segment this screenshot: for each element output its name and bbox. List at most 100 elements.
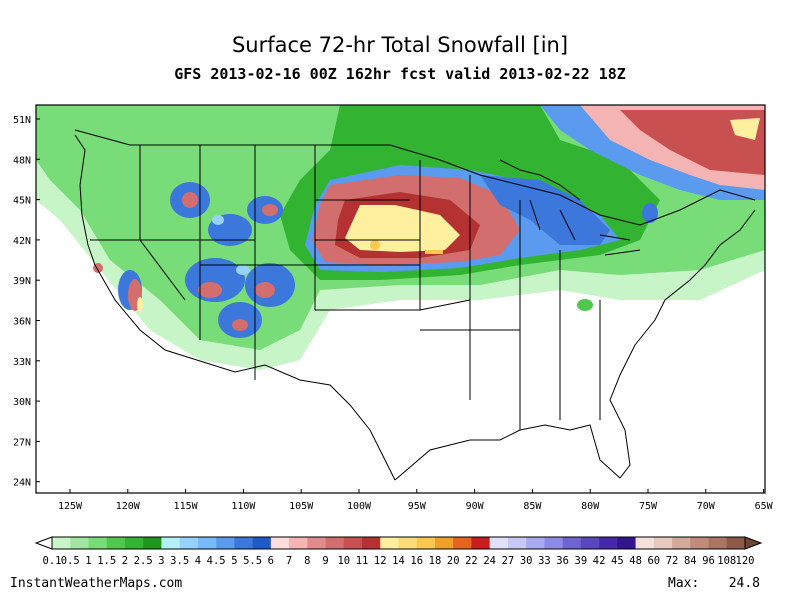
colorbar-swatch <box>672 537 691 549</box>
lat-label: 27N <box>13 437 31 448</box>
colorbar-swatch <box>234 537 253 549</box>
colorbar-swatch <box>143 537 162 549</box>
colorbar-outline <box>51 536 746 550</box>
colorbar-label: 10 <box>337 555 350 567</box>
colorbar-label: 9 <box>322 555 328 567</box>
colorbar-label: 1 <box>85 555 91 567</box>
colorbar-label: 72 <box>666 555 679 567</box>
colorbar-label: 1.5 <box>97 555 116 567</box>
colorbar-swatch <box>88 537 108 549</box>
max-label: Max: <box>668 576 699 591</box>
colorbar-swatch <box>197 537 217 549</box>
colorbar-swatch <box>398 537 418 549</box>
colorbar-swatch <box>179 537 199 549</box>
colorbar-label: 5.5 <box>243 555 262 567</box>
colorbar-label: 27 <box>502 555 515 567</box>
lon-label: 80W <box>581 501 600 512</box>
lat-label: 48N <box>13 155 31 166</box>
colorbar-swatch <box>471 537 490 549</box>
colorbar-label: 11 <box>356 555 369 567</box>
lat-label: 42N <box>13 236 31 247</box>
subtitle: GFS 2013-02-16 00Z 162hr fcst valid 2013… <box>174 65 626 83</box>
colorbar-swatch <box>599 537 618 549</box>
colorbar-label: 3 <box>158 555 164 567</box>
site-credit: InstantWeatherMaps.com <box>10 576 182 591</box>
colorbar-label: 120 <box>736 555 755 567</box>
colorbar-swatch <box>124 537 144 549</box>
colorbar-swatch <box>690 537 709 549</box>
colorbar-swatch <box>562 537 582 549</box>
lat-label: 30N <box>13 397 31 408</box>
lon-label: 75W <box>639 501 658 512</box>
colorbar-label: 12 <box>374 555 387 567</box>
colorbar-swatch <box>580 537 600 549</box>
colorbar-label: 8 <box>304 555 310 567</box>
lon-labels: 125W 120W 115W 110W 105W 100W 95W 90W 85W 80W 75W 7… <box>58 489 774 512</box>
borders <box>74 129 756 481</box>
lon-label: 70W <box>697 501 716 512</box>
lat-label: 36N <box>13 317 31 328</box>
colorbar-swatch <box>380 537 399 549</box>
colorbar-swatch <box>106 537 126 549</box>
colorbar-label: 36 <box>556 555 569 567</box>
lat-label: 51N <box>13 115 31 126</box>
lon-label: 85W <box>523 501 542 512</box>
colorbar-swatch <box>252 537 272 549</box>
colorbar-label: 14 <box>392 555 405 567</box>
colorbar-swatch <box>270 537 290 549</box>
max-value: 24.8 <box>729 576 760 591</box>
colorbar-swatch <box>362 537 381 549</box>
colorbar-label: 0.5 <box>61 555 80 567</box>
colorbar-label: 60 <box>647 555 660 567</box>
lat-label: 33N <box>13 357 31 368</box>
lon-label: 100W <box>347 501 372 512</box>
colorbar-swatch <box>161 537 180 549</box>
colorbar-label: 20 <box>447 555 460 567</box>
colorbar-label: 108 <box>717 555 736 567</box>
colorbar-label: 45 <box>611 555 624 567</box>
colorbar-label: 33 <box>538 555 551 567</box>
colorbar-label: 42 <box>593 555 606 567</box>
lon-label: 105W <box>289 501 314 512</box>
colorbar-swatch <box>307 537 326 549</box>
colorbar-label: 4 <box>195 555 201 567</box>
colorbar-label: 48 <box>629 555 642 567</box>
lon-label: 120W <box>116 501 141 512</box>
colorbar-label: 16 <box>410 555 423 567</box>
colorbar-label: 96 <box>702 555 715 567</box>
colorbar: 0.1 0.5 1 1.5 2 2.5 3 3.5 4 4.5 5 5.5 6 7 8 9 10 11 12 14 16… <box>34 536 763 567</box>
colorbar-swatch <box>544 537 563 549</box>
lon-label: 115W <box>174 501 199 512</box>
colorbar-swatch <box>453 537 472 549</box>
colorbar-label: 0.1 <box>43 555 62 567</box>
colorbar-swatch <box>325 537 345 549</box>
colorbar-swatch <box>70 537 89 549</box>
colorbar-swatch <box>52 537 71 549</box>
colorbar-label: 30 <box>520 555 533 567</box>
colorbar-swatch <box>434 537 454 549</box>
colorbar-swatch <box>635 537 655 549</box>
lon-label: 90W <box>466 501 485 512</box>
colorbar-label: 7 <box>286 555 292 567</box>
colorbar-swatch <box>708 537 728 549</box>
lon-label: 125W <box>58 501 83 512</box>
colorbar-swatch <box>726 537 746 549</box>
colorbar-label: 4.5 <box>207 555 226 567</box>
colorbar-swatch <box>526 537 545 549</box>
colorbar-label: 39 <box>575 555 588 567</box>
colorbar-label: 24 <box>483 555 496 567</box>
colorbar-label: 2 <box>122 555 128 567</box>
lon-label: 95W <box>408 501 427 512</box>
lat-label: 39N <box>13 276 31 287</box>
colorbar-swatch <box>507 537 527 549</box>
colorbar-label: 84 <box>684 555 697 567</box>
lat-label: 24N <box>13 478 31 489</box>
title: Surface 72-hr Total Snowfall [in] <box>232 33 568 57</box>
colorbar-swatch <box>416 537 436 549</box>
colorbar-label: 2.5 <box>134 555 153 567</box>
colorbar-swatch <box>617 537 636 549</box>
colorbar-arrow-right <box>744 536 763 550</box>
colorbar-label: 3.5 <box>170 555 189 567</box>
